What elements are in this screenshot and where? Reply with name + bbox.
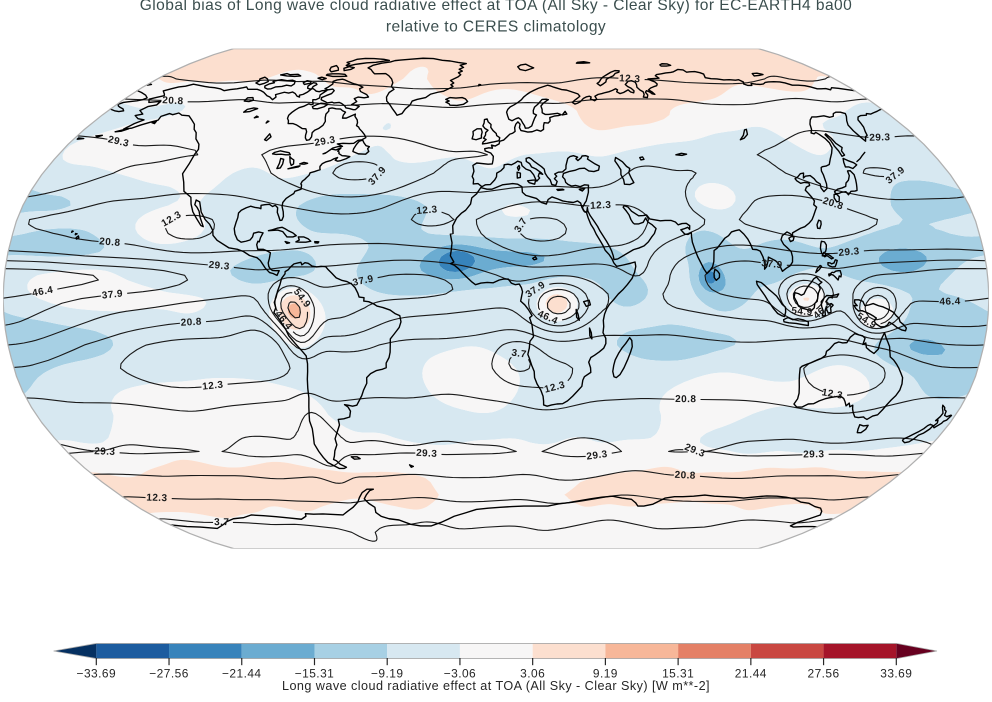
svg-text:27.56: 27.56 <box>808 667 840 681</box>
svg-text:12.3: 12.3 <box>590 200 612 212</box>
svg-text:Global bias of Long wave cloud: Global bias of Long wave cloud radiative… <box>140 0 853 14</box>
svg-text:15.31: 15.31 <box>662 667 694 681</box>
svg-text:29.3: 29.3 <box>94 446 116 458</box>
svg-text:−3.06: −3.06 <box>444 667 476 681</box>
svg-text:29.3: 29.3 <box>803 449 824 460</box>
svg-text:−9.19: −9.19 <box>371 667 403 681</box>
svg-text:29.3: 29.3 <box>586 449 608 463</box>
svg-text:20.8: 20.8 <box>675 394 696 405</box>
svg-text:37.9: 37.9 <box>352 274 375 289</box>
svg-text:20.8: 20.8 <box>674 470 696 482</box>
svg-text:33.69: 33.69 <box>880 667 912 681</box>
svg-text:21.44: 21.44 <box>735 667 767 681</box>
svg-text:29.3: 29.3 <box>314 135 337 149</box>
svg-text:20.8: 20.8 <box>180 317 202 329</box>
svg-text:3.7: 3.7 <box>214 517 229 528</box>
svg-text:−27.56: −27.56 <box>149 667 189 681</box>
svg-text:12.3: 12.3 <box>146 492 168 504</box>
svg-text:12.3: 12.3 <box>416 204 438 217</box>
svg-text:relative to CERES climatology: relative to CERES climatology <box>386 19 606 36</box>
svg-text:46.4: 46.4 <box>939 296 960 307</box>
svg-text:20.8: 20.8 <box>162 95 184 107</box>
svg-text:29.3: 29.3 <box>107 134 130 150</box>
svg-text:37.9: 37.9 <box>101 288 123 301</box>
svg-text:46.4: 46.4 <box>31 285 54 300</box>
svg-text:12.3: 12.3 <box>619 73 641 85</box>
svg-text:3.06: 3.06 <box>520 667 545 681</box>
svg-text:29.3: 29.3 <box>869 132 890 144</box>
svg-text:−15.31: −15.31 <box>295 667 335 681</box>
svg-text:12.3: 12.3 <box>543 380 566 396</box>
svg-text:37.9: 37.9 <box>761 258 783 271</box>
svg-text:54.9: 54.9 <box>791 306 813 319</box>
svg-text:20.8: 20.8 <box>99 236 121 249</box>
svg-text:−33.69: −33.69 <box>77 667 117 681</box>
svg-text:−21.44: −21.44 <box>222 667 262 681</box>
svg-text:29.3: 29.3 <box>416 448 438 460</box>
svg-text:3.7: 3.7 <box>511 348 528 361</box>
svg-text:12.3: 12.3 <box>821 387 844 401</box>
svg-text:12.3: 12.3 <box>202 379 224 392</box>
svg-text:29.3: 29.3 <box>838 246 860 259</box>
svg-text:9.19: 9.19 <box>593 667 618 681</box>
svg-text:29.3: 29.3 <box>208 260 230 273</box>
svg-text:Long wave cloud radiative effe: Long wave cloud radiative effect at TOA … <box>282 679 710 693</box>
